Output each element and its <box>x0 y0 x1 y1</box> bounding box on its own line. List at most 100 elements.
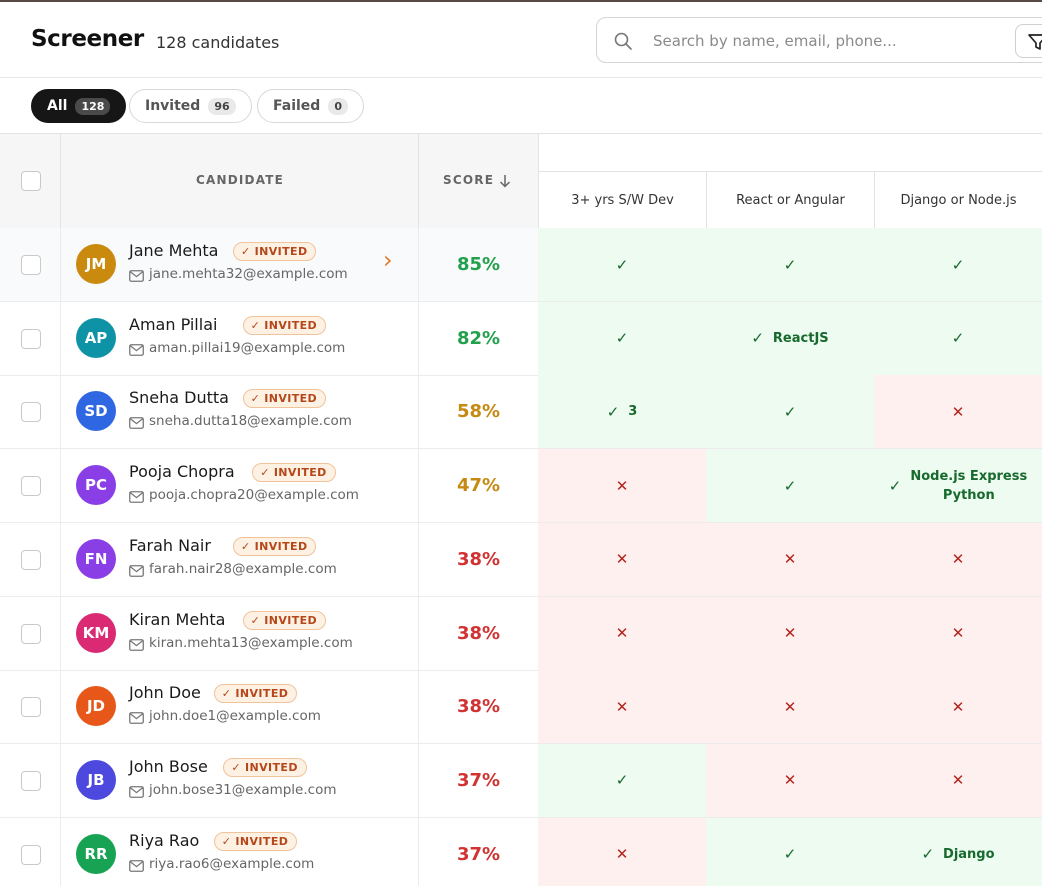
tab-count-badge: 96 <box>208 97 236 115</box>
row-checkbox[interactable] <box>21 476 41 497</box>
filter-icon <box>1028 34 1042 50</box>
candidate-email: kiran.mehta13@example.com <box>149 634 353 651</box>
candidate-name[interactable]: Riya Rao <box>129 830 200 850</box>
criterion-result-cell: ✓ <box>706 375 874 449</box>
row-select-cell <box>0 301 61 375</box>
table-row[interactable]: JM Jane Mehta ✓ INVITED jane.mehta32@example… <box>0 228 1042 302</box>
row-checkbox[interactable] <box>21 402 41 423</box>
candidate-cell[interactable]: RR Riya Rao ✓ INVITED riya.rao6@example.com <box>61 817 419 886</box>
chevron-right-icon[interactable]: › <box>383 246 393 274</box>
tab-all[interactable]: All 128 <box>31 89 127 123</box>
table-row[interactable]: RR Riya Rao ✓ INVITED riya.rao6@example.com 3… <box>0 817 1042 886</box>
criterion-result-cell: ✕ <box>874 670 1042 744</box>
row-checkbox[interactable] <box>21 549 41 570</box>
status-badge-label: INVITED <box>235 687 289 701</box>
criterion-result-cell: ✓ <box>874 228 1042 301</box>
score-column-header[interactable]: SCORE <box>419 134 539 228</box>
row-checkbox[interactable] <box>21 770 41 791</box>
status-badge: ✓ INVITED <box>242 389 327 409</box>
candidate-name[interactable]: Pooja Chopra <box>129 462 235 482</box>
select-all-checkbox[interactable] <box>21 171 41 191</box>
table-row[interactable]: KM Kiran Mehta ✓ INVITED kiran.mehta13@examp… <box>0 596 1042 671</box>
cross-icon: ✕ <box>951 550 965 569</box>
table-row[interactable]: PC Pooja Chopra ✓ INVITED pooja.chopra20@exa… <box>0 449 1042 524</box>
candidate-email: farah.nair28@example.com <box>149 560 337 577</box>
status-badge-label: INVITED <box>273 466 327 480</box>
search-box[interactable] <box>596 17 1042 63</box>
filter-button[interactable] <box>1015 24 1042 58</box>
candidate-header-label: CANDIDATE <box>196 173 285 187</box>
search-icon <box>614 32 632 50</box>
check-icon: ✓ <box>751 329 764 348</box>
candidate-name[interactable]: Farah Nair <box>129 535 211 555</box>
table-row[interactable]: SD Sneha Dutta ✓ INVITED sneha.dutta18@examp… <box>0 375 1042 450</box>
page-header: Screener 128 candidates <box>0 2 1042 78</box>
candidate-cell[interactable]: JD John Doe ✓ INVITED john.doe1@example.com <box>61 670 419 744</box>
criterion-result-cell: ✕ <box>538 596 706 670</box>
tab-invited[interactable]: Invited 96 <box>129 89 252 123</box>
row-select-cell <box>0 522 61 596</box>
row-checkbox[interactable] <box>21 844 41 865</box>
candidate-cell[interactable]: AP Aman Pillai ✓ INVITED aman.pillai19@examp… <box>61 301 419 375</box>
row-select-cell <box>0 596 61 670</box>
candidate-count: 128 candidates <box>156 33 280 52</box>
candidate-name[interactable]: Aman Pillai <box>129 314 218 334</box>
row-checkbox[interactable] <box>21 697 41 718</box>
check-icon: ✓ <box>250 318 261 332</box>
check-icon: ✓ <box>250 613 261 627</box>
check-icon: ✓ <box>888 476 902 495</box>
criterion-result-cell: ✕ <box>538 670 706 744</box>
tab-count-badge: 0 <box>328 97 348 115</box>
check-icon: ✓ <box>783 255 797 274</box>
candidate-cell[interactable]: PC Pooja Chopra ✓ INVITED pooja.chopra20@exa… <box>61 449 419 523</box>
select-all-cell <box>0 134 61 228</box>
tab-failed[interactable]: Failed 0 <box>257 89 364 123</box>
row-checkbox[interactable] <box>21 255 41 275</box>
cross-icon: ✕ <box>783 697 797 716</box>
check-icon: ✓ <box>783 476 797 495</box>
row-checkbox[interactable] <box>21 623 41 644</box>
mail-icon <box>129 859 144 872</box>
criterion-note: 3 <box>628 404 638 420</box>
check-icon: ✓ <box>921 845 935 864</box>
check-icon: ✓ <box>951 255 965 274</box>
check-icon: ✓ <box>606 402 620 421</box>
candidate-name[interactable]: Jane Mehta <box>129 241 219 260</box>
mail-icon <box>129 343 144 356</box>
status-badge: ✓ INVITED <box>233 536 317 556</box>
candidate-cell[interactable]: FN Farah Nair ✓ INVITED farah.nair28@example… <box>61 522 419 596</box>
mail-icon <box>129 564 144 577</box>
criterion-result-cell: ✕ <box>706 596 874 670</box>
candidate-cell[interactable]: KM Kiran Mehta ✓ INVITED kiran.mehta13@examp… <box>61 596 419 670</box>
candidate-score: 82% <box>419 301 539 375</box>
avatar: JB <box>76 759 116 800</box>
search-input[interactable] <box>653 28 993 54</box>
candidate-name[interactable]: John Bose <box>129 756 208 776</box>
candidate-score: 37% <box>419 817 539 886</box>
table-row[interactable]: FN Farah Nair ✓ INVITED farah.nair28@example… <box>0 522 1042 597</box>
avatar: AP <box>76 317 116 358</box>
row-checkbox[interactable] <box>21 328 41 349</box>
mail-icon <box>129 712 144 725</box>
candidate-score: 38% <box>419 522 539 596</box>
candidate-cell[interactable]: JB John Bose ✓ INVITED john.bose31@example.c… <box>61 743 419 817</box>
row-select-cell <box>0 743 61 817</box>
status-badge: ✓ INVITED <box>242 610 327 630</box>
candidate-name[interactable]: John Doe <box>129 683 201 703</box>
status-badge-label: INVITED <box>264 392 318 406</box>
candidate-name[interactable]: Kiran Mehta <box>129 609 226 629</box>
candidate-name[interactable]: Sneha Dutta <box>129 388 229 408</box>
candidate-cell[interactable]: JM Jane Mehta ✓ INVITED jane.mehta32@example… <box>61 228 419 301</box>
status-badge: ✓ INVITED <box>242 315 327 335</box>
row-select-cell <box>0 670 61 744</box>
table-row[interactable]: AP Aman Pillai ✓ INVITED aman.pillai19@examp… <box>0 301 1042 376</box>
mail-icon <box>129 417 144 430</box>
sort-descending-icon[interactable] <box>499 174 511 188</box>
mail-icon <box>129 270 144 282</box>
candidate-email: john.doe1@example.com <box>149 708 321 725</box>
table-row[interactable]: JB John Bose ✓ INVITED john.bose31@example.c… <box>0 743 1042 818</box>
check-icon: ✓ <box>221 687 232 701</box>
candidate-cell[interactable]: SD Sneha Dutta ✓ INVITED sneha.dutta18@examp… <box>61 375 419 449</box>
table-row[interactable]: JD John Doe ✓ INVITED john.doe1@example.com 3… <box>0 670 1042 745</box>
criterion-note: ReactJS <box>772 330 829 346</box>
